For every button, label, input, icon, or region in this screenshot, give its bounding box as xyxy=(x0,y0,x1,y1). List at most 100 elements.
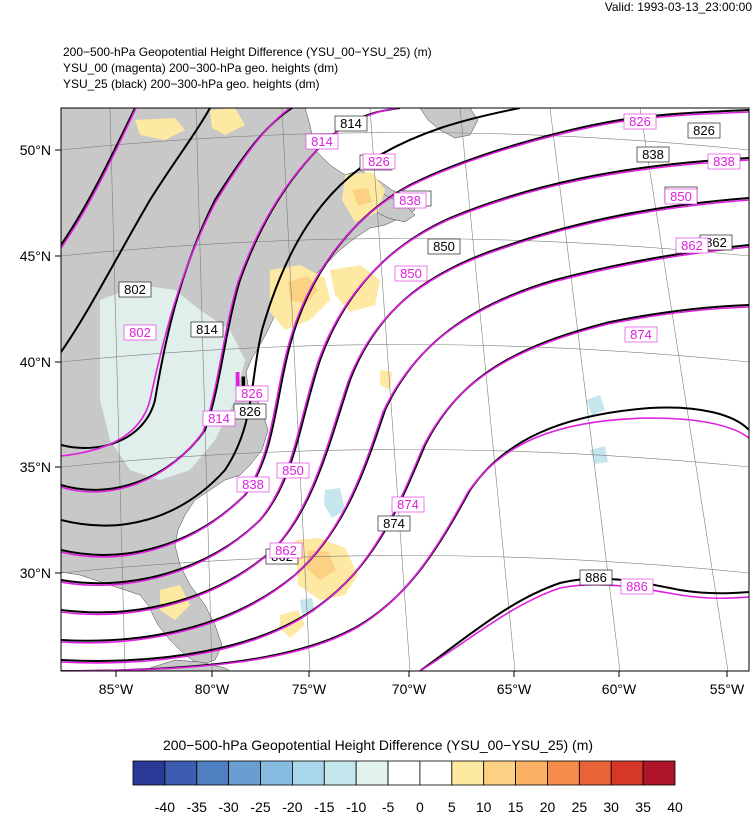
lon-label: 70°W xyxy=(392,681,427,697)
colorbar-box xyxy=(642,760,676,786)
colorbar-tick-label: -15 xyxy=(314,799,335,815)
lon-labels: 85°W 80°W 75°W 70°W 65°W 60°W 55°W xyxy=(99,681,745,697)
svg-text:838: 838 xyxy=(242,477,264,492)
svg-text:850: 850 xyxy=(670,189,692,204)
contour-label: 838 xyxy=(393,192,427,209)
lon-label: 80°W xyxy=(195,681,230,697)
contour-label: 838 xyxy=(636,146,670,163)
svg-text:886: 886 xyxy=(626,579,648,594)
contour-label: 850 xyxy=(276,462,310,479)
svg-text:838: 838 xyxy=(713,154,735,169)
magenta-contour-labels: 826 838 850 862 874 886 814 802 814 826 … xyxy=(123,113,741,595)
plot-frame xyxy=(60,107,750,672)
colorbar-tick-label: 15 xyxy=(507,799,524,815)
colorbar-tick-label: -20 xyxy=(282,799,303,815)
colorbar-tick-label: 0 xyxy=(415,799,424,815)
colorbar-tick-label: -10 xyxy=(346,799,367,815)
svg-text:826: 826 xyxy=(239,404,261,419)
contour-label: 886 xyxy=(579,569,613,586)
lat-label: 40°N xyxy=(20,354,51,370)
colorbar-box xyxy=(578,760,612,786)
contour-label: 862 xyxy=(269,542,303,559)
svg-text:814: 814 xyxy=(340,116,362,131)
contour-label: 874 xyxy=(377,515,411,532)
colorbar-tick-label: -30 xyxy=(218,799,239,815)
svg-text:874: 874 xyxy=(397,497,419,512)
colorbar xyxy=(132,760,676,786)
colorbar-box xyxy=(228,760,261,786)
colorbar-box xyxy=(355,760,389,786)
contour-label: 874 xyxy=(624,326,658,343)
contour-label: 814 xyxy=(202,410,236,427)
contour-label: 826 xyxy=(687,122,721,139)
colorbar-box xyxy=(164,760,198,786)
colorbar-box xyxy=(132,760,166,786)
contour-label: 826 xyxy=(233,403,267,420)
colorbar-tick-label: -25 xyxy=(250,799,271,815)
contour-label: 838 xyxy=(707,153,741,170)
contour-label: 874 xyxy=(391,496,425,513)
svg-text:850: 850 xyxy=(400,266,422,281)
contour-label: 838 xyxy=(236,476,270,493)
svg-text:826: 826 xyxy=(368,154,390,169)
valid-time: Valid: 1993-03-13_23:00:00 xyxy=(604,0,752,14)
colorbar-tick-label: -5 xyxy=(381,799,395,815)
colorbar-box xyxy=(292,760,325,786)
ysu00-contours xyxy=(61,108,749,671)
lat-label: 35°N xyxy=(20,459,51,475)
svg-text:850: 850 xyxy=(282,463,304,478)
contour-label: 826 xyxy=(235,385,269,402)
colorbar-box xyxy=(387,760,421,786)
colorbar-box xyxy=(260,760,293,786)
colorbar-tick-label: 40 xyxy=(667,799,683,815)
contour-label: 814 xyxy=(334,115,368,132)
graticule xyxy=(61,108,749,671)
title-line-2: YSU_00 (magenta) 200−300-hPa geo. height… xyxy=(63,61,339,75)
svg-text:886: 886 xyxy=(585,570,607,585)
lon-label: 65°W xyxy=(497,681,532,697)
colorbar-tick-label: 35 xyxy=(635,799,651,815)
svg-text:802: 802 xyxy=(129,325,151,340)
colorbar-tick-label: 30 xyxy=(603,799,619,815)
title-line-3: YSU_25 (black) 200−300-hPa geo. heights … xyxy=(63,77,320,91)
contour-label: 850 xyxy=(394,265,428,282)
contour-label: 802 xyxy=(118,281,152,298)
colorbar-tick-label: 20 xyxy=(539,799,556,815)
lat-label: 30°N xyxy=(20,565,51,581)
lat-label: 50°N xyxy=(20,142,51,158)
map-plot-area: L L 814 826 838 850 802 814 826 826 838 … xyxy=(61,108,749,671)
svg-text:826: 826 xyxy=(693,123,715,138)
lon-label: 75°W xyxy=(292,681,327,697)
contour-label: 814 xyxy=(190,321,224,338)
svg-text:802: 802 xyxy=(124,282,146,297)
contour-label: 886 xyxy=(620,578,654,595)
svg-text:874: 874 xyxy=(630,327,652,342)
colorbar-box xyxy=(515,760,548,786)
contour-label: 826 xyxy=(623,113,657,130)
axis-ticks xyxy=(55,149,728,677)
lon-label: 60°W xyxy=(602,681,637,697)
colorbar-tick-label: 25 xyxy=(571,799,588,815)
colorbar-box xyxy=(323,760,357,786)
title-line-1: 200−500-hPa Geopotential Height Differen… xyxy=(63,45,432,59)
lat-label: 45°N xyxy=(20,248,51,264)
contour-label: 826 xyxy=(362,153,396,170)
contour-label: 850 xyxy=(664,188,698,205)
colorbar-tick-label: -40 xyxy=(154,799,175,815)
svg-text:814: 814 xyxy=(208,411,230,426)
colorbar-box xyxy=(451,760,485,786)
contour-label: 862 xyxy=(675,237,709,254)
lon-label: 85°W xyxy=(99,681,134,697)
svg-text:814: 814 xyxy=(311,134,333,149)
lat-labels: 50°N 45°N 40°N 35°N 30°N xyxy=(20,142,51,581)
lon-label: 55°W xyxy=(710,681,745,697)
colorbar-box xyxy=(547,760,580,786)
svg-text:862: 862 xyxy=(705,235,727,250)
colorbar-title: 200−500-hPa Geopotential Height Differen… xyxy=(162,737,594,753)
svg-text:838: 838 xyxy=(399,193,421,208)
colorbar-box xyxy=(610,760,644,786)
colorbar-tick-label: -35 xyxy=(186,799,207,815)
colorbar-box xyxy=(196,760,230,786)
svg-text:826: 826 xyxy=(241,386,263,401)
